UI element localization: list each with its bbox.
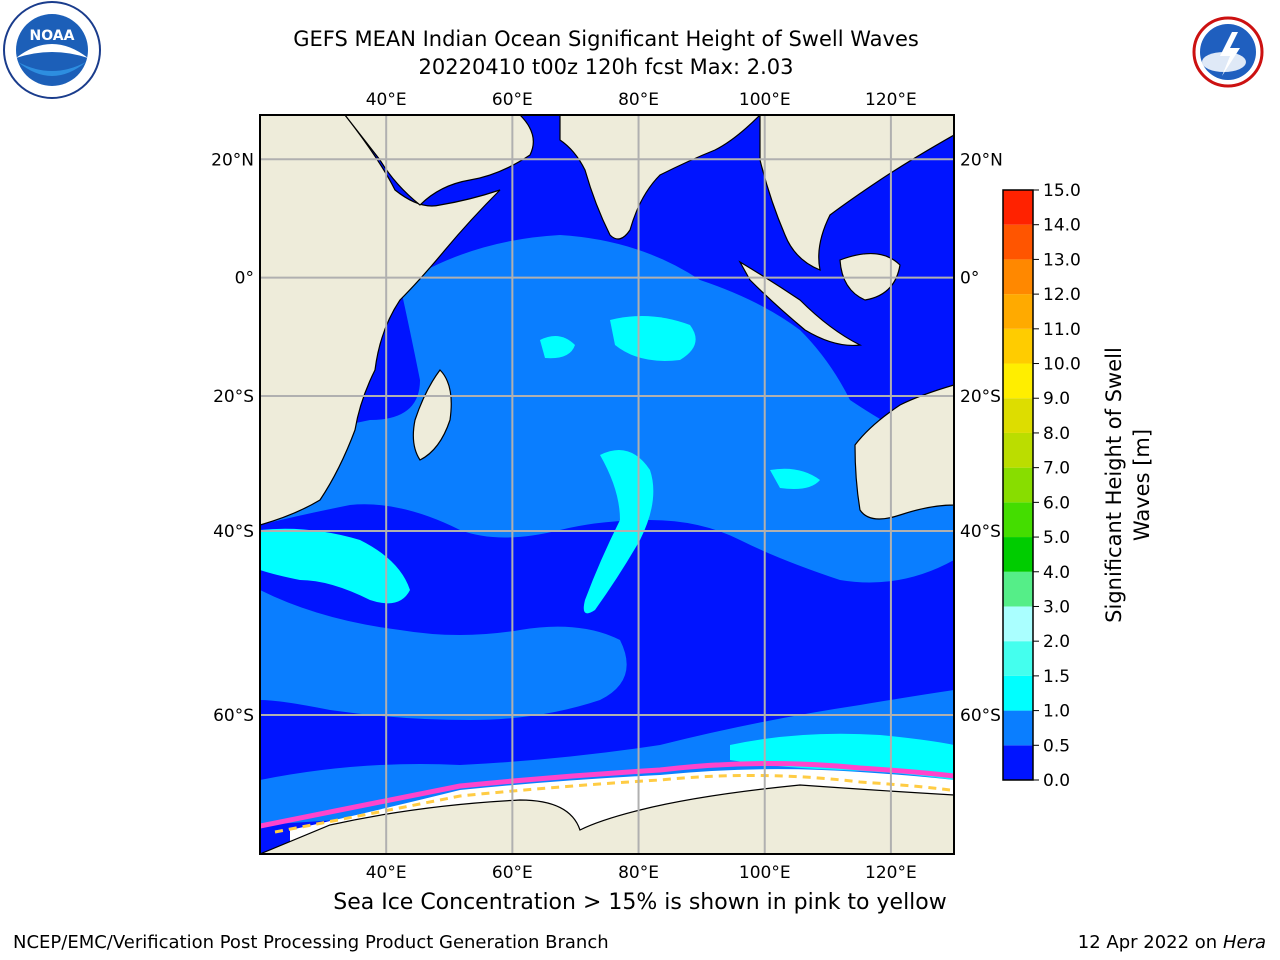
lat-tick-label-right: 60°S — [960, 706, 1001, 726]
lon-tick-label-bottom: 40°E — [366, 863, 407, 883]
colorbar-swatch — [1003, 328, 1033, 364]
antarctica-land — [260, 784, 954, 854]
colorbar-swatch — [1003, 641, 1033, 676]
footer-producer: NCEP/EMC/Verification Post Processing Pr… — [13, 932, 609, 953]
lon-tick-label-top: 80°E — [618, 90, 659, 110]
colorbar-frame — [1002, 189, 1034, 781]
colorbar: 0.0 0.5 1.0 1.5 2.0 3.0 4.0 5.0 6.0 7.0 8.0 9.0 10.0… — [1002, 181, 1081, 791]
colorbar-swatch — [1003, 710, 1033, 746]
sumatra-land — [738, 260, 863, 347]
madagascar-land — [412, 369, 452, 461]
lon-tick-label-top: 120°E — [865, 90, 917, 110]
lon-tick-label-bottom: 80°E — [618, 863, 659, 883]
lon-tick-label-bottom: 100°E — [739, 863, 791, 883]
lon-tick-label-top: 40°E — [366, 90, 407, 110]
colorbar-tick-label: 0.5 — [1043, 736, 1070, 756]
swell-zone-mid-south — [260, 590, 627, 720]
chart-title: GEFS MEAN Indian Ocean Significant Heigh… — [293, 27, 919, 51]
lat-tick-label-left: 20°S — [213, 387, 254, 407]
colorbar-swatch — [1003, 259, 1033, 295]
lon-tick-label-top: 60°E — [492, 90, 533, 110]
colorbar-swatch — [1003, 502, 1033, 538]
colorbar-tick-label: 13.0 — [1043, 250, 1081, 270]
sea-ice-fringe — [274, 773, 951, 834]
africa-land — [260, 115, 501, 526]
swell-zone-high-patch3 — [770, 468, 820, 489]
swell-zone-high-west — [260, 528, 410, 604]
colorbar-tick-label: 10.0 — [1043, 355, 1081, 375]
colorbar-swatch — [1003, 571, 1033, 607]
colorbar-swatch — [1003, 398, 1033, 433]
footer-date-text: 12 Apr 2022 on — [1077, 932, 1218, 953]
lon-tick-label-top: 100°E — [739, 90, 791, 110]
colorbar-tick-label: 15.0 — [1043, 181, 1081, 201]
map-area — [260, 115, 954, 854]
swell-zone-mid — [260, 235, 954, 583]
india-land — [559, 115, 761, 240]
colorbar-tick-label: 8.0 — [1043, 424, 1070, 444]
colorbar-tick-label: 7.0 — [1043, 459, 1070, 479]
map-frame — [259, 114, 955, 855]
sea-ice-caption: Sea Ice Concentration > 15% is shown in … — [333, 890, 947, 915]
colorbar-swatch — [1003, 675, 1033, 711]
lat-tick-label-left: 40°S — [213, 522, 254, 542]
southeast-asia-land — [759, 115, 954, 271]
swell-zone-high-patch1 — [610, 316, 696, 361]
lat-tick-label-right: 20°S — [960, 387, 1001, 407]
colorbar-swatch — [1003, 537, 1033, 572]
colorbar-tick-label: 9.0 — [1043, 389, 1070, 409]
noaa-logo: NOAA — [3, 1, 101, 99]
lon-tick-label-bottom: 120°E — [865, 863, 917, 883]
colorbar-tick-label: 12.0 — [1043, 285, 1081, 305]
lat-tick-label-left: 60°S — [213, 706, 254, 726]
colorbar-tick-label: 3.0 — [1043, 597, 1070, 617]
colorbar-tick-label: 6.0 — [1043, 493, 1070, 513]
lon-tick-label-bottom: 60°E — [492, 863, 533, 883]
colorbar-tick-label: 5.0 — [1043, 528, 1070, 548]
colorbar-swatch — [1003, 606, 1033, 642]
colorbar-tick-label: 11.0 — [1043, 320, 1081, 340]
map-grid — [260, 115, 954, 854]
lat-tick-label-left: 0° — [235, 269, 254, 289]
noaa-logo-text: NOAA — [30, 28, 75, 44]
nws-logo — [1180, 4, 1276, 100]
australia-land — [854, 384, 954, 520]
swell-zone-high-patch2 — [540, 336, 575, 359]
colorbar-swatch — [1003, 363, 1033, 399]
chart-subtitle: 20220410 t00z 120h fcst Max: 2.03 — [418, 55, 794, 79]
colorbar-tick-label: 0.0 — [1043, 771, 1070, 791]
colorbar-swatch — [1003, 432, 1033, 468]
colorbar-tick-label: 1.5 — [1043, 667, 1070, 687]
colorbar-tick-label: 14.0 — [1043, 216, 1081, 236]
colorbar-tick-label: 2.0 — [1043, 632, 1070, 652]
map-tick-labels: 40°E 40°E 60°E 60°E 80°E 80°E 100°E 100°E 120°E 1… — [211, 90, 1003, 883]
lat-tick-label-left: 20°N — [211, 150, 254, 170]
colorbar-swatch — [1003, 467, 1033, 503]
colorbar-tick-label: 1.0 — [1043, 702, 1070, 722]
lat-tick-label-right: 40°S — [960, 522, 1001, 542]
colorbar-swatch — [1003, 745, 1033, 780]
colorbar-swatch — [1003, 294, 1033, 329]
colorbar-swatch — [1003, 190, 1033, 225]
footer-date: 12 Apr 2022 on Hera — [1078, 932, 1266, 953]
colorbar-tick-label: 4.0 — [1043, 563, 1070, 583]
lat-tick-label-right: 20°N — [960, 150, 1003, 170]
colorbar-label: Significant Height of Swell Waves [m] — [1102, 347, 1154, 623]
footer-machine: Hera — [1222, 932, 1266, 953]
lat-tick-label-right: 0° — [960, 269, 979, 289]
colorbar-swatch — [1003, 224, 1033, 260]
